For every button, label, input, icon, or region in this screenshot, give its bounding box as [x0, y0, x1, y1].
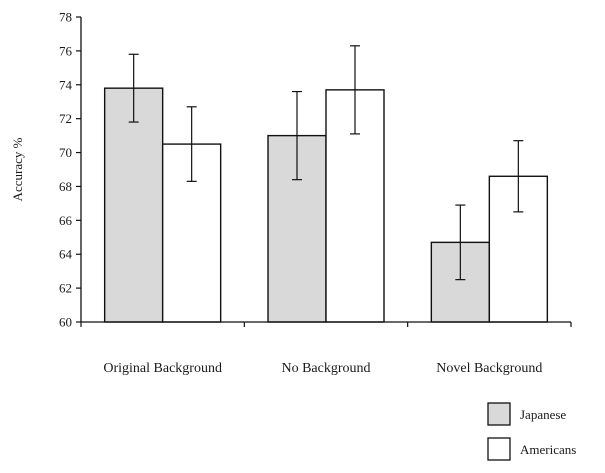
legend-swatch-japanese — [487, 402, 511, 426]
legend-label-japanese: Japanese — [520, 407, 566, 422]
bars-group — [103, 87, 549, 323]
axes-group — [80, 17, 572, 327]
y-tick-label: 64 — [59, 247, 73, 262]
y-tick-label: 70 — [59, 145, 72, 160]
bar-japanese — [103, 87, 164, 323]
y-tick-label: 62 — [59, 281, 72, 296]
error-bars-group — [128, 45, 524, 281]
x-category-label: Original Background — [103, 361, 222, 376]
y-tick-label: 66 — [59, 213, 73, 228]
y-axis-label: Accuracy % — [10, 137, 25, 201]
y-tick-label: 72 — [59, 111, 72, 126]
x-category-label: Novel Background — [436, 361, 542, 376]
y-tick-label: 74 — [59, 77, 73, 92]
legend: Japanese Americans — [487, 402, 576, 461]
y-tick-label: 60 — [59, 315, 72, 330]
x-category-label: No Background — [281, 361, 370, 376]
y-tick-label: 78 — [59, 10, 72, 25]
legend-label-americans: Americans — [520, 442, 576, 457]
x-category-labels: Original Background No Background Novel Ba… — [103, 361, 542, 376]
legend-swatch-americans — [487, 437, 511, 461]
y-tick-label: 76 — [59, 43, 73, 58]
y-tick-label: 68 — [59, 179, 72, 194]
y-ticks-group: 60 62 64 66 68 70 72 74 76 78 — [59, 10, 81, 330]
